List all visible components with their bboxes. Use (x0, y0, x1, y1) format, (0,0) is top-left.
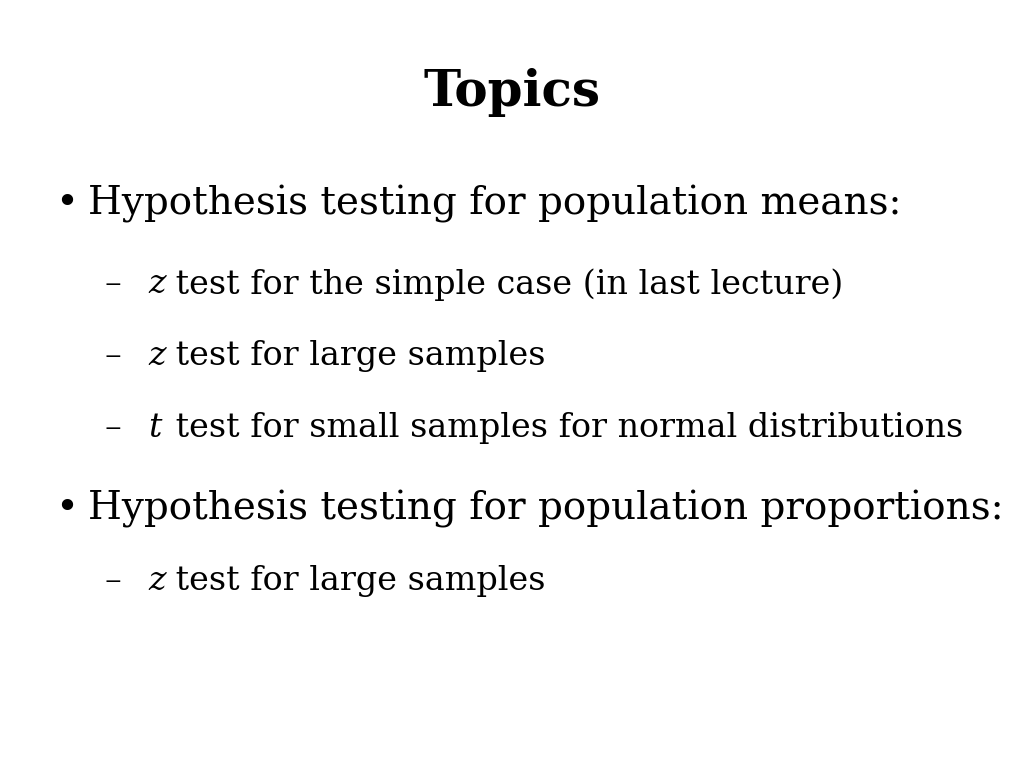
Text: test for large samples: test for large samples (165, 565, 546, 597)
Text: Topics: Topics (424, 68, 600, 117)
Text: •: • (55, 185, 78, 222)
Text: Hypothesis testing for population proportions:: Hypothesis testing for population propor… (88, 490, 1004, 528)
Text: –: – (105, 340, 132, 372)
Text: z: z (148, 340, 166, 372)
Text: z: z (148, 565, 166, 597)
Text: z: z (148, 268, 166, 300)
Text: test for the simple case (in last lecture): test for the simple case (in last lectur… (165, 268, 843, 300)
Text: –: – (105, 268, 132, 300)
Text: t: t (148, 412, 162, 444)
Text: test for small samples for normal distributions: test for small samples for normal distri… (165, 412, 964, 444)
Text: Hypothesis testing for population means:: Hypothesis testing for population means: (88, 185, 901, 223)
Text: –: – (105, 412, 132, 444)
Text: •: • (55, 490, 78, 527)
Text: test for large samples: test for large samples (165, 340, 546, 372)
Text: –: – (105, 565, 132, 597)
